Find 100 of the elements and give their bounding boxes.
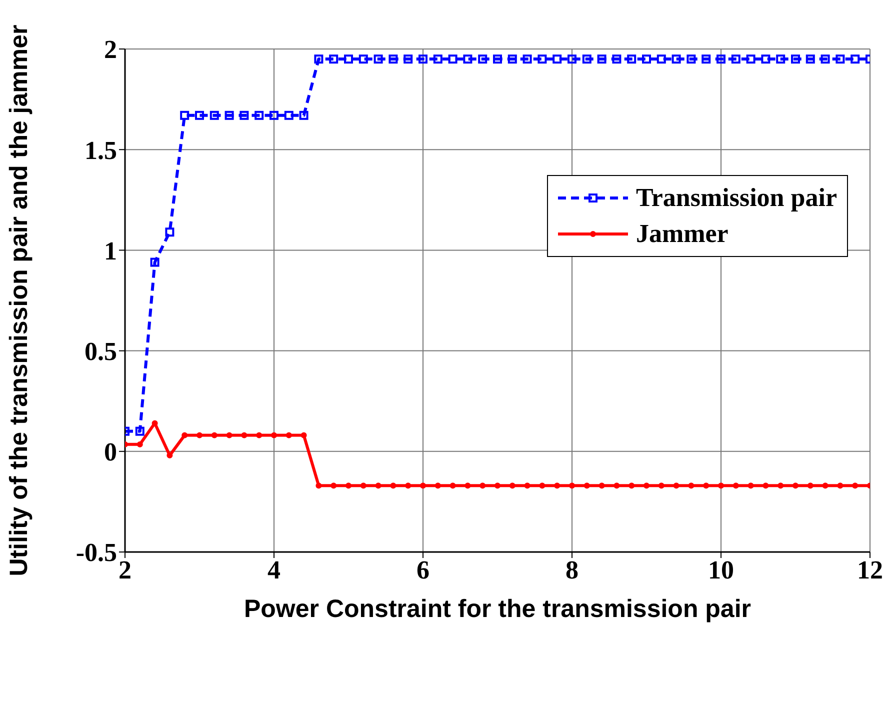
point bbox=[761, 54, 770, 64]
point bbox=[136, 441, 143, 448]
point bbox=[271, 432, 277, 438]
legend-label: Transmission pair bbox=[636, 182, 837, 214]
y-tick-label: 2 bbox=[104, 35, 117, 64]
point bbox=[703, 482, 710, 489]
point bbox=[702, 54, 711, 64]
point bbox=[463, 54, 472, 64]
point bbox=[211, 432, 218, 438]
point bbox=[420, 482, 426, 489]
x-tick-label: 10 bbox=[708, 555, 734, 584]
point bbox=[628, 482, 635, 489]
point bbox=[762, 482, 769, 489]
point bbox=[390, 482, 396, 489]
y-tick-label: 0 bbox=[104, 438, 117, 467]
point bbox=[388, 54, 398, 64]
point bbox=[329, 54, 338, 64]
point bbox=[434, 482, 441, 489]
point bbox=[642, 54, 651, 64]
point bbox=[658, 482, 664, 489]
point bbox=[538, 54, 547, 64]
point bbox=[314, 54, 324, 64]
point bbox=[686, 54, 696, 64]
point bbox=[135, 426, 144, 436]
point bbox=[582, 54, 592, 64]
point bbox=[748, 482, 754, 489]
point bbox=[240, 110, 249, 120]
point bbox=[494, 482, 500, 489]
point bbox=[196, 432, 202, 438]
point bbox=[569, 482, 575, 489]
point bbox=[299, 110, 308, 120]
point bbox=[644, 482, 650, 489]
point bbox=[300, 432, 307, 438]
point bbox=[450, 482, 456, 489]
point bbox=[508, 54, 517, 64]
point bbox=[195, 110, 204, 120]
point bbox=[806, 54, 815, 64]
x-tick-label: 4 bbox=[268, 555, 280, 584]
point bbox=[226, 432, 232, 438]
point bbox=[358, 54, 368, 64]
point bbox=[627, 54, 636, 64]
point bbox=[210, 110, 219, 120]
point bbox=[509, 482, 516, 489]
point bbox=[673, 482, 680, 489]
point bbox=[256, 432, 262, 438]
point bbox=[718, 482, 724, 489]
point bbox=[837, 482, 844, 489]
point bbox=[270, 110, 278, 120]
x-axis-title: Power Constraint for the transmission pair bbox=[244, 595, 752, 623]
point bbox=[284, 110, 294, 120]
point bbox=[522, 54, 532, 64]
point bbox=[746, 54, 756, 64]
y-tick-label: 0.5 bbox=[84, 337, 117, 366]
y-tick-label: -0.5 bbox=[76, 538, 117, 568]
point bbox=[150, 258, 160, 267]
point bbox=[418, 54, 428, 64]
point bbox=[524, 482, 530, 489]
x-tick-label: 6 bbox=[416, 555, 430, 584]
point bbox=[584, 482, 590, 489]
point bbox=[598, 482, 605, 489]
point bbox=[614, 482, 620, 489]
x-tick-label: 12 bbox=[857, 555, 883, 584]
point bbox=[731, 54, 740, 64]
point bbox=[792, 482, 798, 489]
point bbox=[375, 482, 382, 489]
point bbox=[346, 482, 352, 489]
point bbox=[316, 482, 322, 489]
legend-label: Jammer bbox=[636, 218, 728, 250]
point bbox=[165, 228, 174, 237]
point bbox=[152, 420, 158, 426]
x-tick-label: 8 bbox=[566, 555, 578, 584]
point bbox=[182, 432, 188, 438]
y-tick-label: 1.5 bbox=[84, 136, 117, 165]
point bbox=[404, 54, 413, 64]
point bbox=[493, 54, 502, 64]
point bbox=[778, 482, 784, 489]
point bbox=[180, 110, 190, 120]
point bbox=[480, 482, 486, 489]
point bbox=[554, 482, 560, 489]
point bbox=[656, 54, 666, 64]
point bbox=[822, 482, 828, 489]
point bbox=[776, 54, 786, 64]
point bbox=[360, 482, 366, 489]
point bbox=[374, 54, 383, 64]
point bbox=[597, 54, 606, 64]
point bbox=[464, 482, 471, 489]
point bbox=[672, 54, 681, 64]
point bbox=[688, 482, 694, 489]
point bbox=[254, 110, 264, 120]
point bbox=[286, 432, 292, 438]
point bbox=[344, 54, 353, 64]
point bbox=[539, 482, 546, 489]
point bbox=[405, 482, 412, 489]
point bbox=[448, 54, 458, 64]
point bbox=[478, 54, 488, 64]
point bbox=[224, 110, 234, 120]
point bbox=[836, 54, 845, 64]
point bbox=[568, 54, 576, 64]
point bbox=[791, 54, 800, 64]
point bbox=[732, 482, 739, 489]
